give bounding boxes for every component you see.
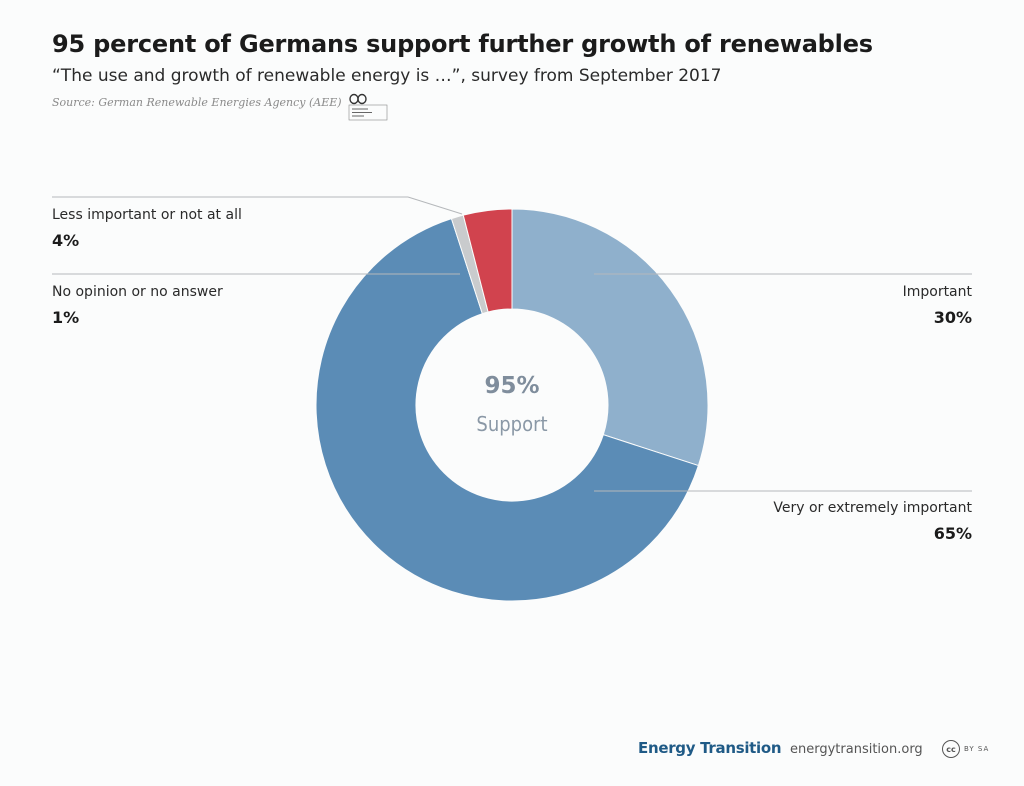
leader-line-less-important-diag xyxy=(407,196,463,215)
center-label: Support xyxy=(476,412,548,436)
center-value: 95% xyxy=(484,373,540,399)
cc-by-sa-icon[interactable]: cc BY SA xyxy=(942,740,989,758)
donut-slice-very-or-extremely-important xyxy=(315,217,700,602)
chart-subtitle: “The use and growth of renewable energy … xyxy=(52,66,722,86)
cc-icon: cc xyxy=(942,740,960,758)
source-row: Source: German Renewable Energies Agency… xyxy=(52,93,388,121)
label-very-important: Very or extremely important xyxy=(773,500,972,516)
chart-title: 95 percent of Germans support further gr… xyxy=(52,30,873,58)
license-text: BY SA xyxy=(964,745,990,753)
label-important: Important xyxy=(902,284,972,300)
label-no-opinion: No opinion or no answer xyxy=(52,284,223,300)
source-text: Source: German Renewable Energies Agency… xyxy=(52,96,342,109)
donut-slice-important xyxy=(511,208,709,467)
aee-logo-icon xyxy=(348,93,387,121)
label-less-important: Less important or not at all xyxy=(52,207,242,223)
value-very-important: 65% xyxy=(933,524,972,543)
value-less-important: 4% xyxy=(52,231,80,250)
donut-slice-less-important-or-not-at-all xyxy=(462,208,513,313)
footer-brand[interactable]: Energy Transition xyxy=(638,739,782,757)
footer-url[interactable]: energytransition.org xyxy=(790,742,923,757)
value-important: 30% xyxy=(933,308,972,327)
value-no-opinion: 1% xyxy=(52,308,80,327)
